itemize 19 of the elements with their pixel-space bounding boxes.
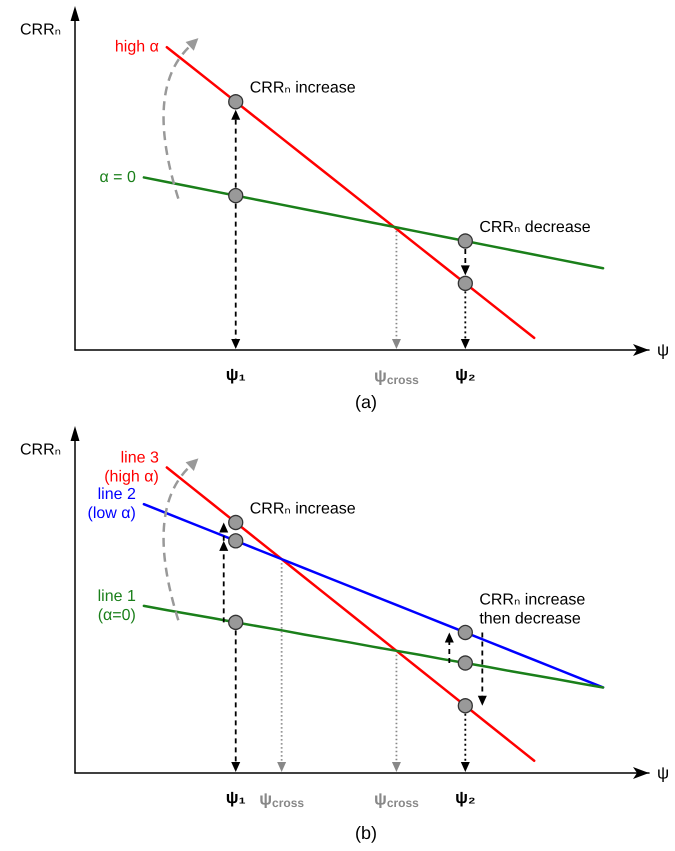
y-axis-title: CRRₙ <box>20 442 61 458</box>
annotation: CRRₙ decrease <box>479 219 591 236</box>
x-tick-label: ψ₁ <box>226 788 246 807</box>
x-tick-label: ψ₁ <box>226 365 246 384</box>
annotation: CRRₙ increase then decrease <box>479 591 586 628</box>
x-tick-label: ψ₂ <box>455 365 476 384</box>
series-label: line 2 (low α) <box>88 486 136 522</box>
series-label: line 3 (high α) <box>104 449 159 486</box>
annotation: CRRₙ increase <box>250 500 356 518</box>
x-tick-label: ψ₂ <box>455 788 476 807</box>
series-label: high α <box>114 38 159 56</box>
text: (a) <box>355 392 377 412</box>
x-axis-title: ψ <box>657 340 670 360</box>
x-axis-title: ψ <box>657 764 670 782</box>
text: (b) <box>355 823 377 843</box>
series-label: α = 0 <box>99 168 136 186</box>
annotation: CRRₙ increase <box>250 80 356 97</box>
series-label: line 1 (α=0) <box>98 588 136 624</box>
y-axis-title: CRRₙ <box>20 22 61 38</box>
